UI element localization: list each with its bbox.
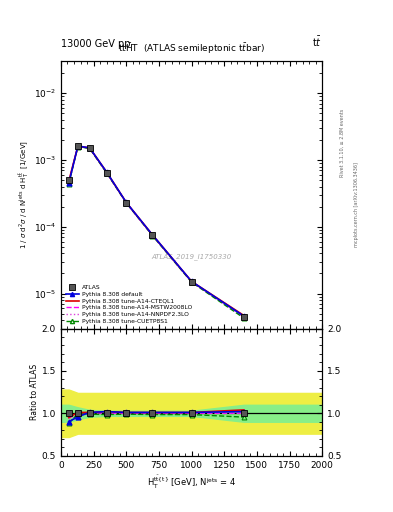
Text: ATLAS_2019_I1750330: ATLAS_2019_I1750330	[151, 253, 232, 260]
Text: 13000 GeV pp: 13000 GeV pp	[61, 38, 130, 49]
X-axis label: H$_{\rm T}^{\rm t\bar{t}\{t\}}$ [GeV], N$^{\rm jets}$ = 4: H$_{\rm T}^{\rm t\bar{t}\{t\}}$ [GeV], N…	[147, 474, 236, 491]
Legend: ATLAS, Pythia 8.308 default, Pythia 8.308 tune-A14-CTEQL1, Pythia 8.308 tune-A14: ATLAS, Pythia 8.308 default, Pythia 8.30…	[64, 283, 194, 326]
Text: t$\bar{t}$: t$\bar{t}$	[312, 35, 322, 49]
Y-axis label: Ratio to ATLAS: Ratio to ATLAS	[30, 364, 39, 420]
Text: Rivet 3.1.10, ≥ 2.8M events: Rivet 3.1.10, ≥ 2.8M events	[340, 109, 345, 178]
Text: mcplots.cern.ch [arXiv:1306.3436]: mcplots.cern.ch [arXiv:1306.3436]	[354, 162, 359, 247]
Y-axis label: 1 / $\sigma$ d$^2\sigma$ / d N$^{\rm jets}$ d H$_{\rm T}^{\rm t\bar{t}}$  [1/GeV: 1 / $\sigma$ d$^2\sigma$ / d N$^{\rm jet…	[18, 140, 31, 249]
Text: tt$\bar{\rm H}$T  (ATLAS semileptonic t$\bar{t}$bar): tt$\bar{\rm H}$T (ATLAS semileptonic t$\…	[118, 41, 265, 56]
